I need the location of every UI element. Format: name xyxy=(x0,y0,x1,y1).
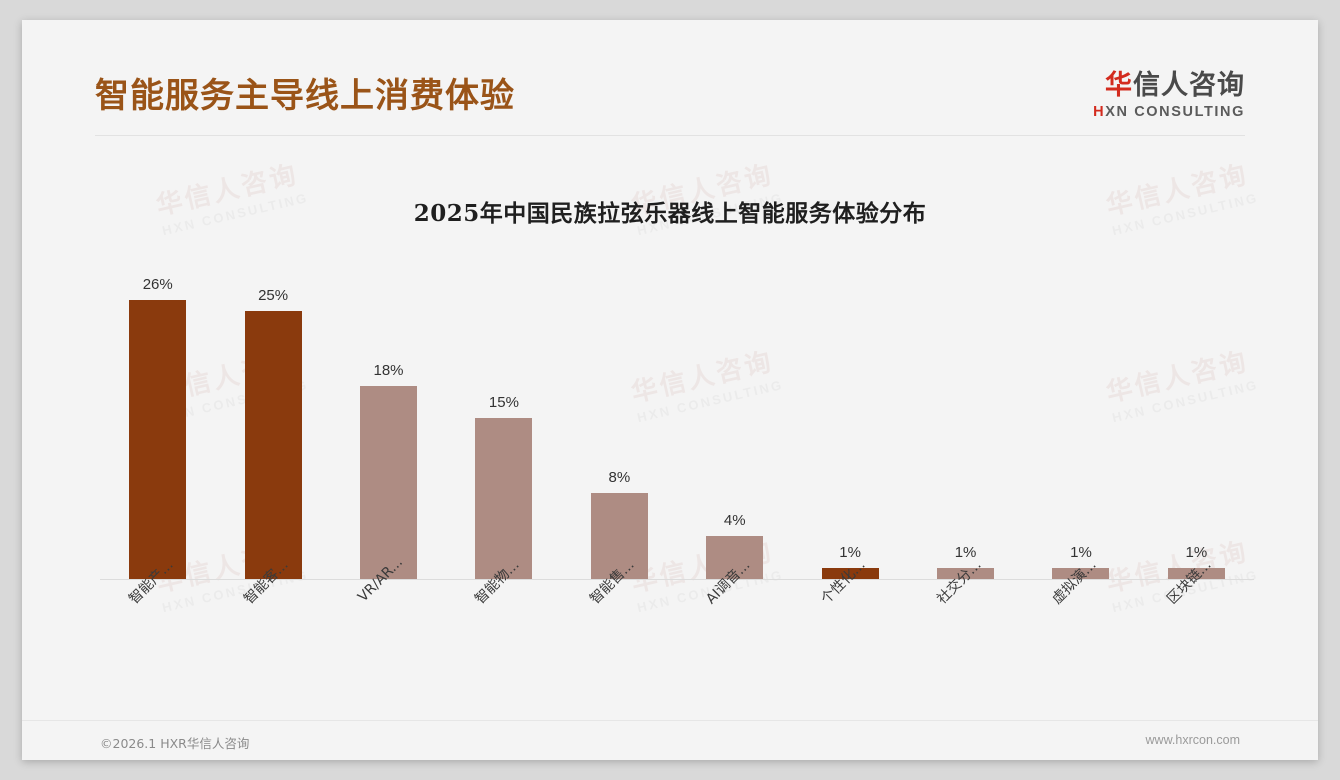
chart-baseline-axis xyxy=(100,579,1254,580)
bar-series: 26% 25% 18% 15% 8% 4% 1% 1% 1% 1% xyxy=(100,268,1254,579)
brand-logo: 华信人咨询 HXN CONSULTING xyxy=(1093,72,1245,120)
bar[interactable] xyxy=(590,493,648,579)
x-axis-label-slot: 个性化... xyxy=(792,557,907,676)
bar-group: 1% xyxy=(1023,268,1138,579)
bar-group: 8% xyxy=(562,268,677,579)
slide-footer: ©2026.1 HXR华信人咨询 www.hxrcon.com xyxy=(22,720,1318,760)
bar-group: 1% xyxy=(1139,268,1254,579)
bar-group: 4% xyxy=(677,268,792,579)
bar-group: 1% xyxy=(792,268,907,579)
bar-group: 25% xyxy=(215,268,330,579)
x-axis-label-slot: AI调音... xyxy=(677,557,792,676)
x-axis-label-slot: 社交分... xyxy=(908,557,1023,676)
bar[interactable] xyxy=(821,568,879,579)
bar-group: 15% xyxy=(446,268,561,579)
slide: 华信人咨询 HXN CONSULTING 华信人咨询 HXN CONSULTIN… xyxy=(22,20,1318,760)
x-axis-label-slot: 智能产... xyxy=(100,557,215,676)
bar[interactable] xyxy=(129,300,187,579)
bar-value-label: 26% xyxy=(142,276,173,294)
logo-hua-char: 华 xyxy=(1105,70,1133,101)
logo-en-rest: XN CONSULTING xyxy=(1105,104,1245,120)
bar-value-label: 1% xyxy=(839,544,861,562)
bar-value-label: 18% xyxy=(373,361,404,379)
x-axis-label-slot: 智能物... xyxy=(446,557,561,676)
bar-value-label: 25% xyxy=(258,286,289,304)
logo-chinese-text: 华信人咨询 xyxy=(1093,72,1245,99)
x-axis-label-slot: 虚拟演... xyxy=(1023,557,1138,676)
chart-container: 2025年中国民族拉弦乐器线上智能服务体验分布 26% 25% 18% 15% 8% 4%… xyxy=(62,148,1278,688)
x-axis-label-slot: 智能客... xyxy=(215,557,330,676)
website-url[interactable]: www.hxrcon.com xyxy=(1145,733,1240,747)
bar-group: 26% xyxy=(100,268,215,579)
header-divider xyxy=(95,135,1245,136)
bar[interactable] xyxy=(360,385,418,579)
logo-cn-rest: 信人咨询 xyxy=(1133,70,1245,101)
bar[interactable] xyxy=(706,536,764,579)
bar[interactable] xyxy=(1052,568,1110,579)
chart-title: 2025年中国民族拉弦乐器线上智能服务体验分布 xyxy=(413,200,927,227)
chart-x-axis-labels: 智能产... 智能客... VR/AR... 智能物... 智能售... AI调音... 个… xyxy=(100,554,1254,676)
copyright-text: ©2026.1 HXR华信人咨询 xyxy=(100,736,250,751)
chart-plot-area: 26% 25% 18% 15% 8% 4% 1% 1% 1% 1% xyxy=(100,268,1254,580)
page-title: 智能服务主导线上消费体验 xyxy=(95,76,515,116)
bar-group: 18% xyxy=(331,268,446,579)
bar[interactable] xyxy=(475,418,533,579)
bar-value-label: 4% xyxy=(723,512,746,530)
x-axis-label-slot: 智能售... xyxy=(562,557,677,676)
bar-value-label: 1% xyxy=(1070,544,1092,562)
logo-english-text: HXN CONSULTING xyxy=(1093,105,1245,120)
x-axis-label-slot: 区块链... xyxy=(1139,557,1254,676)
bar[interactable] xyxy=(244,310,302,579)
bar-value-label: 8% xyxy=(608,469,631,487)
slide-header: 智能服务主导线上消费体验 华信人咨询 HXN CONSULTING xyxy=(22,20,1318,136)
bar[interactable] xyxy=(1167,568,1225,579)
bar-group: 1% xyxy=(908,268,1023,579)
bar-value-label: 15% xyxy=(488,394,519,412)
bar-value-label: 1% xyxy=(1185,544,1208,562)
bar-value-label: 1% xyxy=(954,544,977,562)
x-axis-label-slot: VR/AR... xyxy=(331,554,446,676)
bar[interactable] xyxy=(937,568,995,579)
logo-h-char: H xyxy=(1093,104,1106,120)
